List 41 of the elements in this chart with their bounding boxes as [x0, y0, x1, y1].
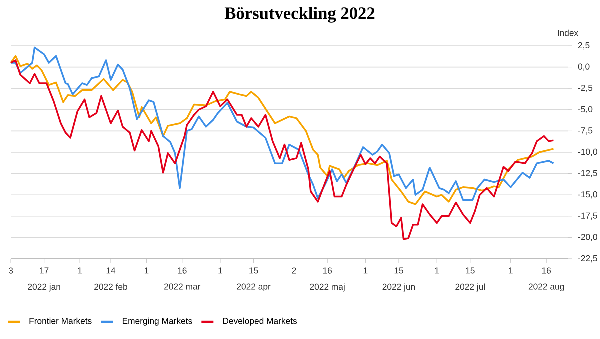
x-tick-label: 14 [106, 268, 116, 274]
y-tick-label: 2,5 [578, 42, 590, 50]
y-tick-label: -7,5 [578, 128, 593, 135]
x-tick-label: 16 [178, 268, 187, 274]
text: 2022 jun [382, 284, 416, 292]
text: 2022 maj [310, 284, 345, 292]
x-tick-label: 2 [292, 268, 296, 274]
x-tick-label: 1 [78, 268, 82, 274]
x-tick-label: 1 [509, 268, 513, 274]
x-tick-label: 16 [323, 268, 332, 274]
line-series [10, 60, 555, 240]
x-tick-label: 15 [394, 268, 404, 274]
x-tick-label: 15 [250, 268, 258, 274]
x-tick-label: 1 [364, 268, 368, 274]
legend-label: Developed Markets [223, 318, 298, 326]
x-tick-label: 3 [8, 268, 14, 274]
x-tick-label: 1 [144, 268, 149, 274]
y-tick-label: -12,5 [578, 170, 598, 178]
y-axis-title: Index [558, 30, 579, 36]
x-tick-label: 15 [466, 268, 475, 274]
text: 2022 jul [456, 284, 485, 292]
text: 2022 feb [94, 284, 128, 290]
x-tick-label: 1 [218, 268, 222, 274]
y-tick-label: -17,5 [578, 212, 598, 220]
y-tick-label: -2,5 [578, 85, 593, 92]
text: 2022 jan [28, 284, 60, 292]
y-tick-label: -5,0 [578, 106, 593, 114]
y-tick-label: -20,0 [578, 234, 598, 242]
text: 2022 mar [164, 284, 201, 290]
chart-title: Börsutveckling 2022 [224, 7, 375, 23]
y-tick-label: 0,0 [578, 64, 590, 71]
x-tick-label: 16 [542, 268, 552, 274]
legend-label: Emerging Markets [122, 318, 192, 326]
x-tick-label: 1 [435, 268, 440, 274]
legend-label: Frontier Markets [30, 318, 92, 324]
text: 2022 aug [528, 284, 564, 292]
y-tick-label: -22,5 [578, 255, 598, 263]
y-tick-label: -15,0 [578, 192, 598, 199]
y-tick-label: -10,0 [578, 148, 598, 156]
text: 2022 apr [237, 284, 271, 292]
x-tick-label: 17 [40, 268, 49, 274]
